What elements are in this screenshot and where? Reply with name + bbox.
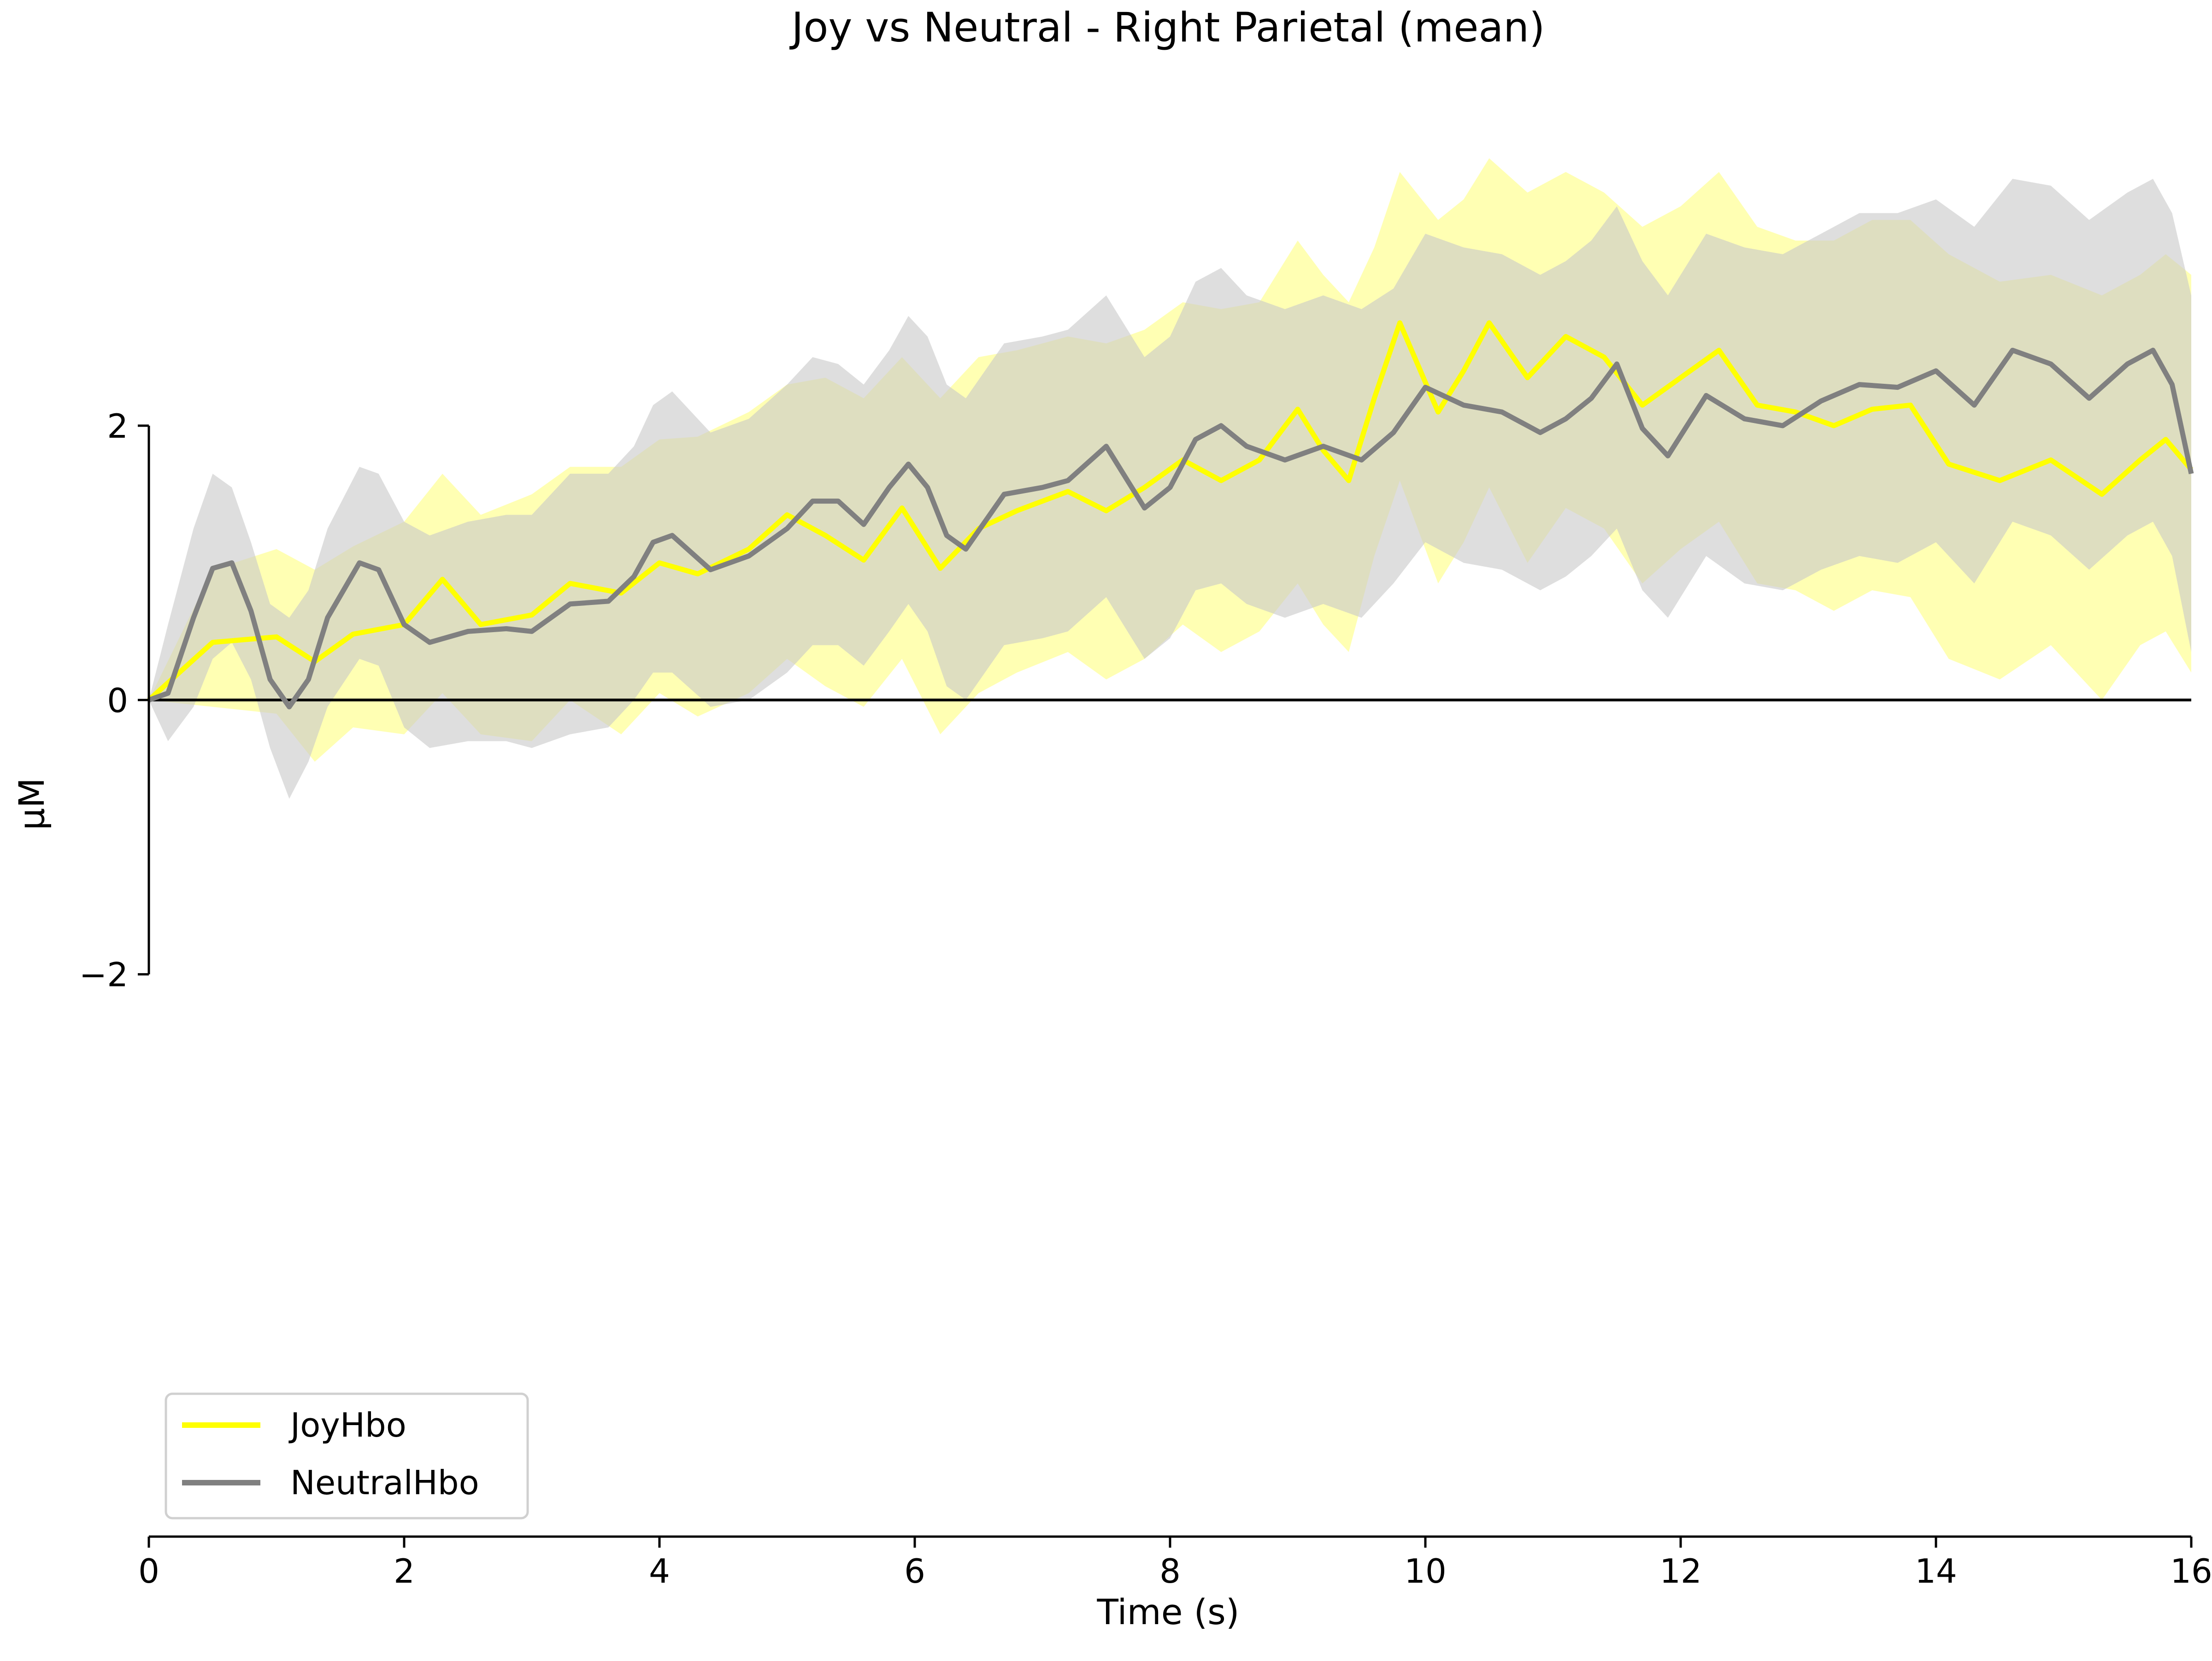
x-tick-label: 16 xyxy=(2170,1552,2212,1591)
x-tick-label: 10 xyxy=(1404,1552,1447,1591)
line-joyhbo xyxy=(147,320,2194,702)
series-lines xyxy=(147,320,2194,710)
legend-label-neutralhbo: NeutralHbo xyxy=(290,1463,479,1502)
y-tick-label: −2 xyxy=(79,956,128,994)
x-axis-label: Time (s) xyxy=(1096,1591,1239,1632)
y-tick-label: 2 xyxy=(107,407,128,446)
x-tick-label: 2 xyxy=(394,1552,415,1591)
x-tick-label: 14 xyxy=(1915,1552,1957,1591)
y-tick-label: 0 xyxy=(107,681,128,720)
x-tick-label: 0 xyxy=(138,1552,159,1591)
line-neutralhbo xyxy=(148,347,2194,710)
x-axis: 0 2 4 6 8 10 12 14 16 xyxy=(138,1535,2212,1591)
y-axis-label: µM xyxy=(11,778,52,830)
legend: JoyHbo NeutralHbo xyxy=(165,1392,529,1520)
legend-label-joyhbo: JoyHbo xyxy=(288,1406,406,1444)
x-tick-label: 8 xyxy=(1159,1552,1181,1591)
chart-title: Joy vs Neutral - Right Parietal (mean) xyxy=(789,4,1545,51)
x-tick-label: 12 xyxy=(1659,1552,1702,1591)
x-tick-label: 4 xyxy=(649,1552,670,1591)
x-tick-label: 6 xyxy=(904,1552,925,1591)
y-axis: −2 0 2 xyxy=(79,407,150,994)
